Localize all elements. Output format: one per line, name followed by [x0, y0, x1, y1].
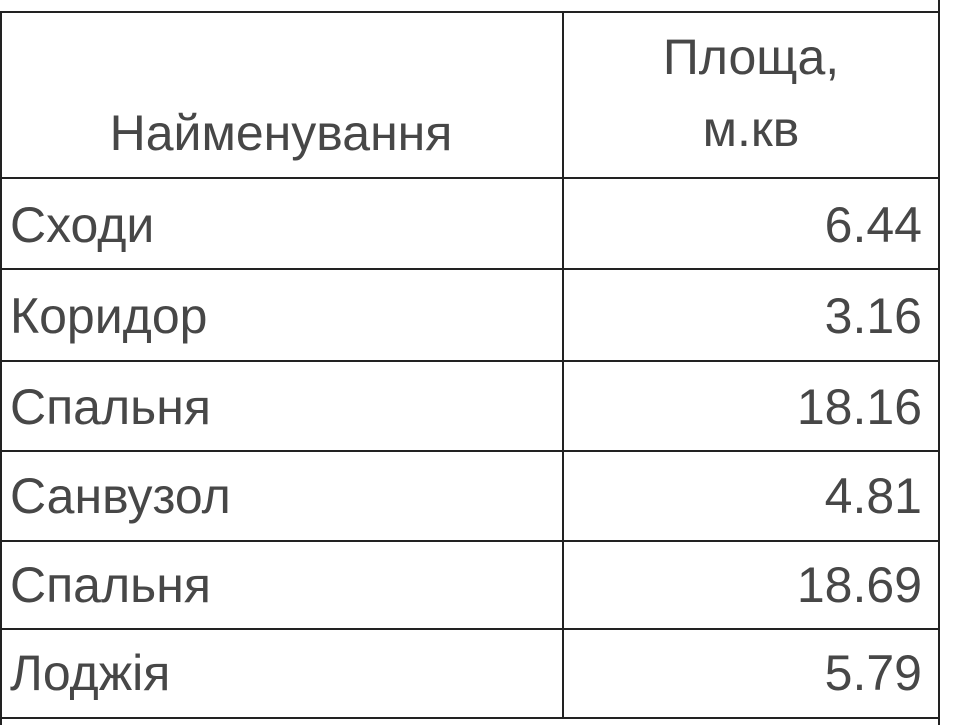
table-border-top: [0, 11, 940, 13]
row-area: 6.44: [824, 197, 922, 253]
row-name: Спальня: [10, 557, 211, 613]
row-name: Лоджія: [10, 645, 171, 701]
row-area: 18.69: [796, 557, 922, 613]
row-area: 5.79: [824, 645, 922, 701]
row-name: Санвузол: [10, 468, 231, 524]
table-border-bottom: [0, 717, 940, 719]
row-area: 4.81: [824, 468, 922, 524]
table-border-right: [938, 0, 940, 725]
row-divider: [0, 450, 940, 452]
row-name: Спальня: [10, 379, 211, 435]
header-area-line2: м.кв: [702, 101, 800, 157]
row-divider: [0, 540, 940, 542]
row-name: Коридор: [10, 288, 208, 344]
row-area: 3.16: [824, 288, 922, 344]
header-name: Найменування: [109, 105, 453, 161]
table-column-divider: [562, 11, 564, 719]
table-border-left: [0, 11, 2, 725]
row-name: Сходи: [10, 197, 155, 253]
row-divider: [0, 268, 940, 270]
row-divider: [0, 628, 940, 630]
header-area-line1: Площа,: [662, 29, 840, 85]
row-divider: [0, 360, 940, 362]
row-area: 18.16: [796, 379, 922, 435]
header-divider: [0, 177, 940, 179]
